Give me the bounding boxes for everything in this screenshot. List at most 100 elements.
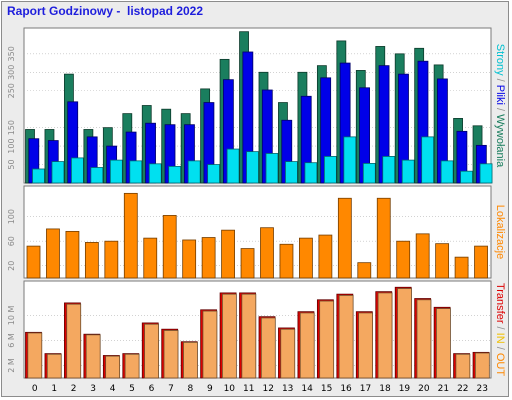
visits-y-tick-label: 100 bbox=[7, 209, 16, 224]
x-tick-label-hour: 7 bbox=[168, 384, 174, 394]
x-tick-label-hour: 0 bbox=[32, 384, 38, 394]
hits-side-label: Strony / Pliki / Wywołania bbox=[494, 44, 506, 168]
x-tick-label-hour: 6 bbox=[149, 384, 155, 394]
x-tick-label-hour: 14 bbox=[301, 384, 313, 394]
transfer-bar-in bbox=[299, 312, 315, 379]
visits-bar bbox=[201, 237, 216, 279]
transfer-legend-part-3: / bbox=[494, 344, 506, 353]
visits-bar bbox=[396, 240, 411, 279]
transfer-side-label: Transfer / IN / OUT bbox=[494, 283, 506, 376]
x-tick-label-hour: 9 bbox=[207, 384, 213, 394]
transfer-bar-in bbox=[183, 341, 198, 379]
x-tick-label-hour: 16 bbox=[340, 384, 352, 394]
hits-bar-strony bbox=[207, 164, 221, 184]
hits-bar-strony bbox=[285, 161, 298, 184]
hits-y-tick-label: 250 bbox=[7, 83, 16, 98]
x-tick-label-hour: 12 bbox=[263, 384, 274, 394]
transfer-bar-in bbox=[338, 294, 354, 379]
visits-bar bbox=[162, 215, 177, 279]
hits-bar-strony bbox=[51, 161, 65, 184]
hits-bar-strony bbox=[71, 157, 84, 184]
transfer-bar-in bbox=[27, 332, 43, 379]
visits-bar bbox=[182, 239, 197, 279]
visits-y-tick-label: 20 bbox=[7, 261, 16, 271]
transfer-legend-part-1: / bbox=[494, 323, 506, 332]
visits-bar bbox=[260, 227, 274, 279]
hits-bar-strony bbox=[440, 160, 454, 184]
visits-bar bbox=[415, 233, 430, 279]
hits-bar-strony bbox=[129, 160, 143, 184]
visits-bar bbox=[123, 192, 138, 279]
hits-bar-strony bbox=[265, 153, 279, 184]
hits-legend-part-2: Pliki bbox=[494, 85, 506, 105]
visits-y-tick-label: 60 bbox=[7, 236, 16, 246]
hits-bar-strony bbox=[343, 136, 357, 184]
hits-legend-part-1: / bbox=[494, 76, 506, 85]
transfer-bar-in bbox=[163, 330, 179, 379]
transfer-bar-in bbox=[416, 299, 432, 379]
transfer-legend-part-4: OUT bbox=[494, 353, 506, 377]
x-tick-label-hour: 21 bbox=[438, 384, 449, 394]
hits-legend-part-4: Wywołania bbox=[494, 114, 506, 168]
visits-bar bbox=[46, 228, 60, 279]
transfer-bar-in bbox=[319, 300, 335, 379]
x-tick-label-hour: 13 bbox=[282, 384, 293, 394]
hits-y-tick-label: 300 bbox=[7, 65, 16, 80]
x-tick-label-hour: 4 bbox=[110, 384, 116, 394]
transfer-bar-in bbox=[124, 353, 140, 379]
transfer-y-tick-label: 6 M bbox=[7, 333, 16, 348]
transfer-bar-in bbox=[221, 293, 237, 379]
x-tick-label-hour: 8 bbox=[188, 384, 194, 394]
transfer-bar-in bbox=[85, 334, 101, 379]
hits-y-tick-label: 50 bbox=[7, 159, 16, 169]
x-tick-label-hour: 22 bbox=[457, 384, 468, 394]
transfer-bar-in bbox=[144, 323, 159, 379]
visits-bar bbox=[318, 234, 333, 279]
hits-bar-strony bbox=[421, 136, 435, 184]
hits-bar-strony bbox=[187, 160, 201, 184]
transfer-bar-in bbox=[241, 293, 257, 379]
visits-bar bbox=[435, 243, 450, 279]
transfer-bar-in bbox=[46, 353, 62, 379]
transfer-y-tick-label: 10 M bbox=[7, 306, 16, 326]
hits-y-tick-label: 350 bbox=[7, 46, 16, 61]
hits-bar-strony bbox=[362, 163, 376, 184]
transfer-y-tick-label: 2 M bbox=[7, 358, 16, 373]
transfer-bar-in bbox=[474, 352, 490, 379]
visits-bar bbox=[221, 229, 235, 279]
x-tick-label-hour: 3 bbox=[90, 384, 96, 394]
x-tick-label-hour: 20 bbox=[418, 384, 430, 394]
visits-side-label: Lokalizacje bbox=[494, 205, 506, 259]
transfer-legend-part-2: IN bbox=[494, 333, 506, 344]
x-tick-label-hour: 23 bbox=[477, 384, 488, 394]
x-tick-label-hour: 2 bbox=[71, 384, 77, 394]
hits-bar-strony bbox=[32, 168, 45, 184]
visits-bar bbox=[454, 256, 469, 279]
transfer-bar-in bbox=[358, 312, 373, 379]
hits-bar-strony bbox=[479, 163, 493, 184]
x-tick-label-hour: 15 bbox=[321, 384, 332, 394]
report-title: Raport Godzinowy - listopad 2022 bbox=[7, 4, 204, 18]
hits-y-tick-label: 150 bbox=[7, 120, 16, 135]
visits-bar bbox=[376, 197, 391, 279]
x-tick-label-hour: 19 bbox=[399, 384, 411, 394]
hits-legend-part-3: / bbox=[494, 105, 506, 114]
visits-bar bbox=[65, 230, 80, 279]
visits-bar bbox=[299, 237, 313, 279]
x-tick-label-hour: 11 bbox=[243, 384, 254, 394]
transfer-bar-in bbox=[66, 303, 82, 379]
hits-bar-strony bbox=[90, 167, 104, 184]
visits-plot-area bbox=[23, 185, 492, 279]
x-tick-label-hour: 18 bbox=[379, 384, 391, 394]
hits-bar-strony bbox=[109, 159, 123, 184]
visits-bar bbox=[279, 243, 294, 279]
visits-bar bbox=[357, 262, 372, 279]
transfer-bar-in bbox=[436, 308, 451, 379]
visits-bar bbox=[84, 242, 99, 279]
hits-bar-strony bbox=[148, 163, 162, 184]
hits-bar-strony bbox=[226, 148, 240, 184]
hits-bar-strony bbox=[401, 159, 415, 184]
transfer-bar-in bbox=[455, 353, 471, 379]
transfer-bar-in bbox=[260, 317, 276, 379]
